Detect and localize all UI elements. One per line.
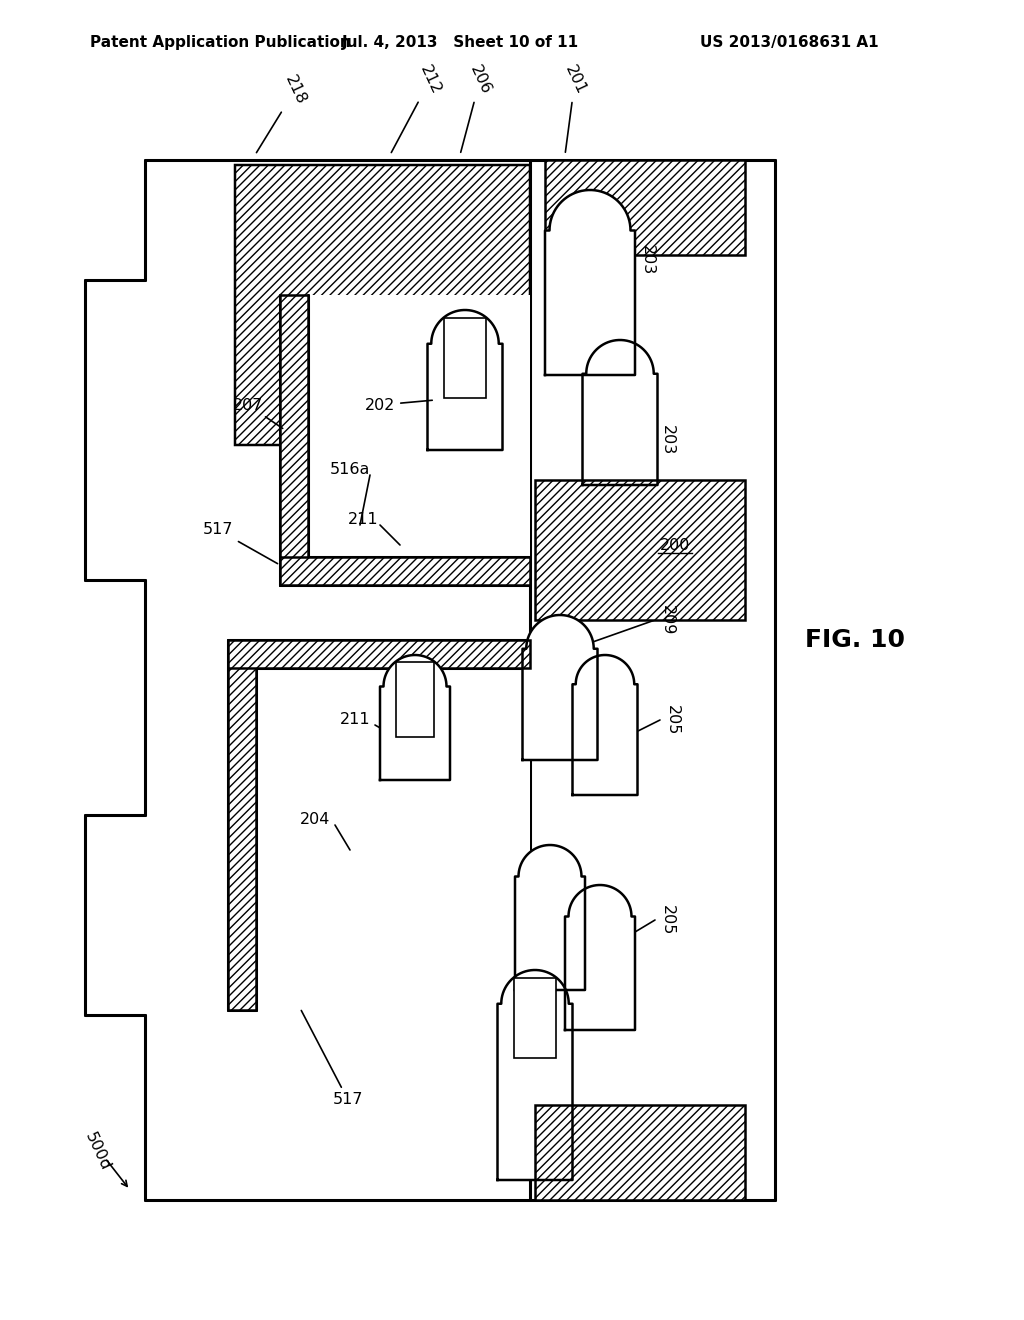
Polygon shape bbox=[583, 341, 657, 484]
Polygon shape bbox=[515, 845, 585, 990]
Bar bbox=[535, 480, 745, 620]
Text: 202: 202 bbox=[365, 397, 432, 412]
Text: US 2013/0168631 A1: US 2013/0168631 A1 bbox=[700, 34, 879, 49]
Bar bbox=[545, 160, 745, 255]
Text: 517: 517 bbox=[301, 1011, 364, 1107]
Polygon shape bbox=[427, 310, 503, 450]
Bar bbox=[514, 978, 556, 1057]
Text: 206: 206 bbox=[461, 63, 494, 152]
Bar bbox=[228, 640, 530, 668]
Text: 205: 205 bbox=[665, 705, 680, 735]
Text: 500d: 500d bbox=[82, 1130, 113, 1173]
Text: 203: 203 bbox=[640, 246, 655, 275]
Text: Jul. 4, 2013   Sheet 10 of 11: Jul. 4, 2013 Sheet 10 of 11 bbox=[341, 34, 579, 49]
Bar bbox=[280, 557, 530, 585]
Text: 205: 205 bbox=[660, 904, 675, 935]
Text: 200: 200 bbox=[660, 537, 690, 553]
Text: 211: 211 bbox=[340, 713, 371, 727]
Text: FIG. 10: FIG. 10 bbox=[805, 628, 905, 652]
Polygon shape bbox=[498, 970, 572, 1180]
Text: 203: 203 bbox=[660, 425, 675, 455]
Text: 211: 211 bbox=[348, 512, 379, 528]
Text: 218: 218 bbox=[256, 73, 308, 153]
Text: 207: 207 bbox=[232, 397, 283, 429]
Polygon shape bbox=[572, 655, 638, 795]
Text: 212: 212 bbox=[391, 63, 443, 153]
Bar bbox=[280, 294, 308, 585]
Text: 517: 517 bbox=[203, 523, 278, 564]
Bar bbox=[535, 1105, 745, 1200]
Polygon shape bbox=[380, 655, 450, 780]
Bar bbox=[395, 663, 434, 737]
Text: Patent Application Publication: Patent Application Publication bbox=[90, 34, 351, 49]
Polygon shape bbox=[522, 615, 597, 760]
Polygon shape bbox=[545, 190, 635, 375]
Text: 201: 201 bbox=[562, 63, 588, 152]
Text: 209: 209 bbox=[660, 605, 675, 635]
Polygon shape bbox=[234, 165, 530, 445]
Bar bbox=[256, 640, 530, 982]
Text: 204: 204 bbox=[300, 813, 331, 828]
Bar bbox=[308, 294, 530, 557]
Bar bbox=[444, 318, 485, 397]
Polygon shape bbox=[565, 884, 635, 1030]
Bar bbox=[228, 640, 256, 1010]
Text: 516a: 516a bbox=[330, 462, 371, 478]
